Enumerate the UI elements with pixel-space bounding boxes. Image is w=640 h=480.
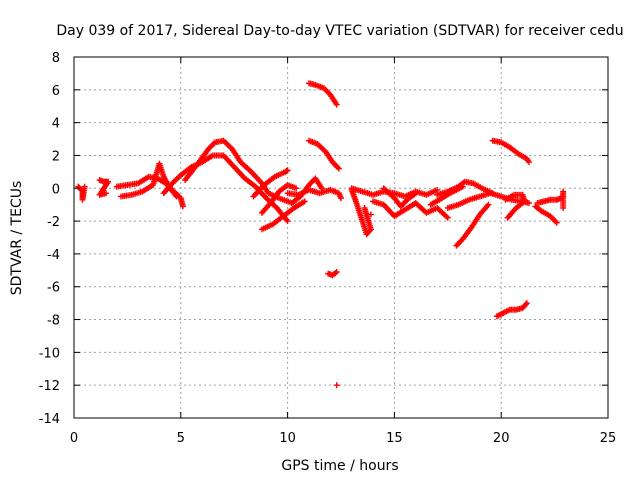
y-tick-label: -8 (47, 314, 60, 329)
data-point-series-arc-a1 (75, 183, 88, 203)
data-point-series-arc-f (258, 198, 308, 233)
grid-lines (74, 57, 608, 418)
data-point-series-arc-m (333, 382, 340, 389)
data-point-series-arc-n (348, 186, 374, 238)
y-tick-label: -14 (39, 412, 60, 427)
data-point-series-arc-i (288, 175, 325, 207)
data-point-series-arc-a2 (96, 177, 112, 198)
x-tick-label: 0 (70, 431, 78, 446)
x-tick-label: 15 (386, 431, 403, 446)
chart-title: Day 039 of 2017, Sidereal Day-to-day VTE… (56, 23, 623, 39)
data-point-series-arc-w (489, 137, 532, 166)
data-point-series-arc-b2 (117, 160, 180, 200)
axis-ticks (73, 56, 609, 419)
data-point-series-arc-y (502, 191, 528, 221)
data-point-series-arc-r (380, 185, 419, 210)
data-point-series-arc-x (493, 300, 530, 320)
y-tick-label: -10 (39, 346, 60, 361)
y-axis-label: SDTVAR / TECUs (9, 181, 25, 296)
data-point-series-arc-j (305, 80, 340, 108)
x-tick-label: 5 (177, 431, 185, 446)
data-point-series-arc-g (258, 181, 300, 216)
data-point-series-arc-z2 (532, 203, 560, 226)
data-point-series-arc-z (534, 195, 565, 207)
y-tick-label: 0 (52, 182, 60, 197)
y-tick-label: 2 (52, 149, 60, 164)
y-tick-label: -6 (47, 281, 60, 296)
data-point-series-arc-c (160, 152, 291, 225)
data-point-series-arc-l (325, 268, 340, 279)
x-tick-label: 25 (600, 431, 617, 446)
y-tick-label: -12 (39, 379, 60, 394)
data-point-series-arc-o (348, 185, 441, 200)
x-tick-labels: 0 5 10 15 20 25 (70, 431, 616, 446)
x-axis-label: GPS time / hours (281, 458, 398, 474)
x-tick-label: 20 (493, 431, 510, 446)
y-tick-label: 6 (52, 84, 60, 99)
x-tick-label: 10 (279, 431, 296, 446)
y-tick-labels: 8 6 4 2 0 -2 -4 -6 -8 -10 -12 -14 (39, 51, 60, 427)
data-point-series-arc-z3 (560, 188, 567, 211)
y-tick-label: -2 (47, 215, 60, 230)
data-point-series-arc-p (370, 198, 451, 221)
data-point-series-arc-t (427, 183, 466, 208)
y-tick-label: 4 (52, 117, 60, 132)
data-point-series-arc-q (367, 211, 374, 218)
y-tick-label: 8 (52, 51, 60, 66)
data-points (75, 80, 567, 389)
data-point-series-arc-k (305, 137, 342, 172)
plot-frame (73, 56, 609, 419)
data-point-series-arc-e (250, 167, 291, 200)
y-tick-label: -4 (47, 248, 60, 263)
data-point-series-arc-v (453, 201, 492, 249)
